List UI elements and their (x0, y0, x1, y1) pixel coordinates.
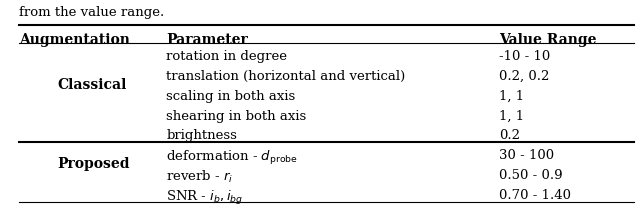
Text: brightness: brightness (166, 129, 237, 142)
Text: Augmentation: Augmentation (19, 33, 130, 47)
Text: Parameter: Parameter (166, 33, 248, 47)
Text: 30 - 100: 30 - 100 (499, 149, 554, 162)
Text: rotation in degree: rotation in degree (166, 50, 287, 63)
Text: translation (horizontal and vertical): translation (horizontal and vertical) (166, 70, 406, 83)
Text: Classical: Classical (58, 78, 127, 92)
Text: Value Range: Value Range (499, 33, 596, 47)
Text: from the value range.: from the value range. (19, 6, 164, 19)
Text: scaling in both axis: scaling in both axis (166, 90, 296, 103)
Text: -10 - 10: -10 - 10 (499, 50, 550, 63)
Text: SNR - $i_b, i_{bg}$: SNR - $i_b, i_{bg}$ (166, 189, 244, 207)
Text: 0.70 - 1.40: 0.70 - 1.40 (499, 189, 572, 202)
Text: 1, 1: 1, 1 (499, 110, 524, 123)
Text: deformation - $d_{\mathrm{probe}}$: deformation - $d_{\mathrm{probe}}$ (166, 149, 298, 167)
Text: Proposed: Proposed (58, 157, 130, 171)
Text: 0.50 - 0.9: 0.50 - 0.9 (499, 169, 563, 182)
Text: 0.2, 0.2: 0.2, 0.2 (499, 70, 550, 83)
Text: reverb - $r_i$: reverb - $r_i$ (166, 169, 234, 185)
Text: 0.2: 0.2 (499, 129, 520, 142)
Text: 1, 1: 1, 1 (499, 90, 524, 103)
Text: shearing in both axis: shearing in both axis (166, 110, 307, 123)
